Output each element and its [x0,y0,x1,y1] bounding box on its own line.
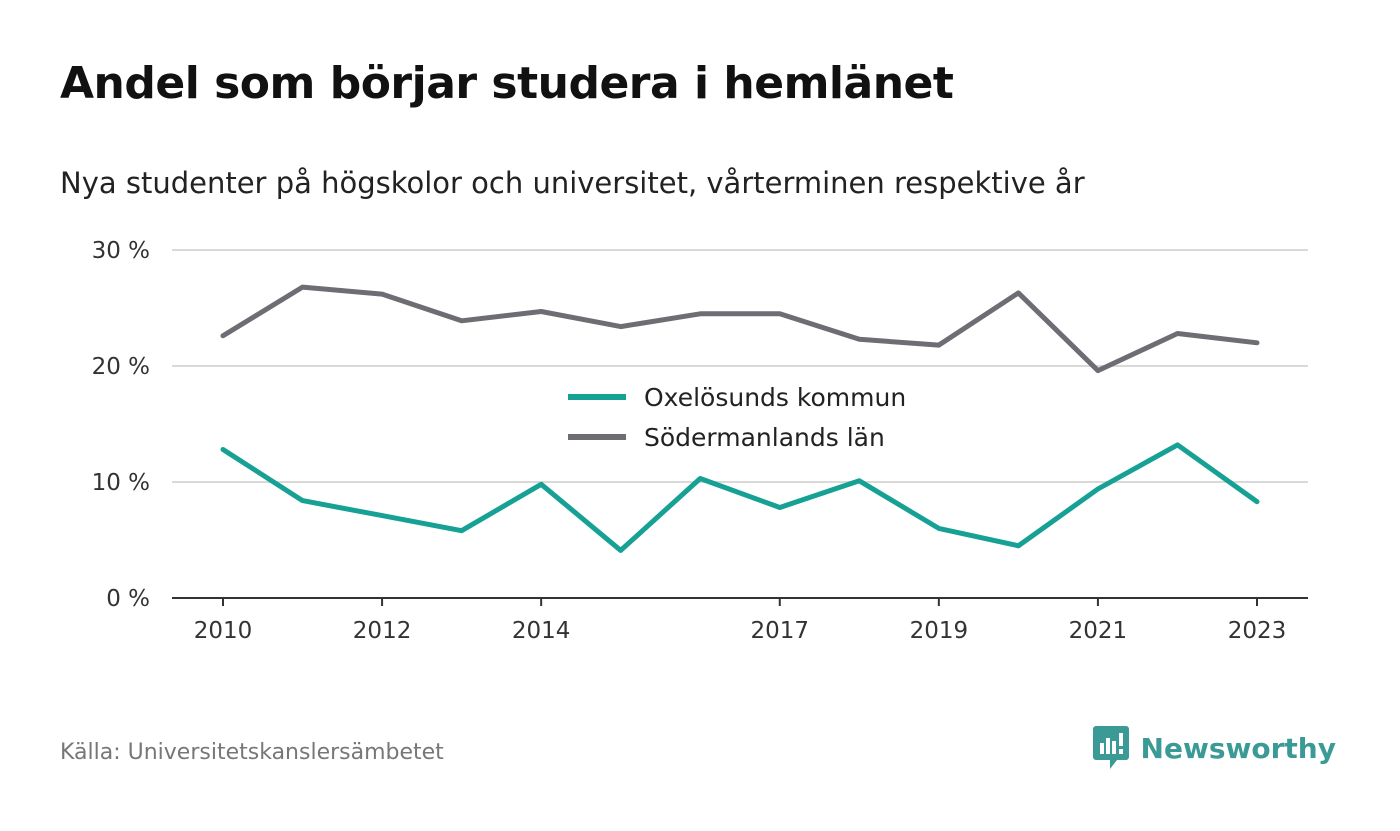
y-tick-label: 30 % [92,238,150,264]
y-tick-label: 10 % [92,470,150,496]
newsworthy-logo-icon [1092,726,1129,769]
source-note: Källa: Universitetskanslersämbetet [60,740,444,765]
legend: Oxelösunds kommun Södermanlands län [568,383,906,452]
x-tick-label: 2014 [512,618,571,644]
line-chart: 0 % 10 % 20 % 30 % 2010 2012 2014 2017 2019 2021… [92,238,1308,644]
y-tick-label: 20 % [92,354,150,380]
series-line-1 [220,284,1260,374]
x-tick-label: 2021 [1069,618,1128,644]
brand-logo: Newsworthy [1092,726,1336,770]
x-tick-label: 2017 [750,618,809,644]
chart-title: Andel som börjar studera i hemlänet [60,58,954,109]
x-tick-label: 2023 [1228,618,1287,644]
y-axis: 0 % 10 % 20 % 30 % [92,238,150,612]
x-axis: 2010 2012 2014 2017 2019 2021 2023 [172,597,1308,644]
gridlines [172,249,1308,483]
series-line-0 [220,442,1260,553]
legend-label: Södermanlands län [644,423,885,452]
x-tick-label: 2019 [910,618,969,644]
y-tick-label: 0 % [106,586,150,612]
brand-name: Newsworthy [1140,731,1336,765]
series-lines [220,284,1260,553]
legend-label: Oxelösunds kommun [644,383,906,412]
x-tick-label: 2012 [353,618,412,644]
chart-subtitle: Nya studenter på högskolor och universit… [60,166,1085,200]
x-tick-label: 2010 [194,618,253,644]
